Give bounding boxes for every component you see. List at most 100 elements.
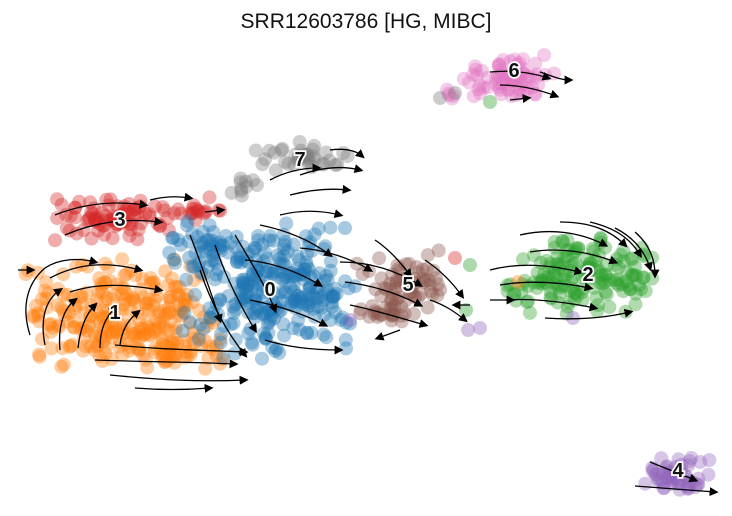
cell-point-cluster-2 [635,240,649,255]
cell-point-cluster-3 [50,211,65,226]
cell-point-cluster-2 [610,272,625,287]
cell-point-cluster-0 [239,281,254,296]
cell-point-cluster-0 [294,291,309,306]
cell-point-cluster-1 [177,292,192,306]
cell-point-cluster-1 [32,349,47,364]
cell-point-cluster-1 [77,306,92,321]
cell-point-cluster-5 [406,306,421,321]
cell-point-cluster-1 [54,359,69,374]
cell-point-cluster-6 [501,66,516,81]
cell-point-cluster-4 [660,470,675,485]
velocity-streamline [279,209,344,219]
cell-point-cluster-1 [78,339,93,354]
cell-point-cluster-0 [165,231,180,246]
cell-point-cluster-0 [338,221,352,235]
cell-point-cluster-4 [665,471,680,485]
velocity-streamline [344,281,424,307]
cell-point-cluster-1 [88,329,103,344]
cell-point-cluster-0 [182,250,197,265]
velocity-streamline [489,264,584,276]
cell-point-cluster-0 [282,266,296,281]
cell-point-cluster-1 [63,339,78,353]
cell-point-cluster-0 [266,233,281,248]
cell-point-cluster-1 [31,308,46,323]
cell-point-cluster-0 [291,288,306,303]
cell-point-cluster-1 [69,259,84,274]
velocity-streamline [77,302,98,349]
cell-point-cluster-3 [87,211,102,226]
cell-point-cluster-1 [87,343,102,358]
cell-point-cluster-1 [177,350,192,365]
cell-point-cluster-3 [97,218,112,233]
cell-point-cluster-1 [136,348,151,363]
cell-point-cluster-1 [136,290,151,305]
cell-point-cluster-0 [288,294,303,309]
cell-point-cluster-1 [165,271,179,286]
cell-point-cluster-6 [492,76,507,91]
cell-point-cluster-1 [140,360,155,375]
cell-point-cluster-1 [139,296,154,311]
cell-point-cluster-7 [319,145,333,160]
cell-point-cluster-1 [162,323,176,338]
cell-point-cluster-7 [448,86,462,100]
cell-point-cluster-2 [529,281,544,296]
cell-point-cluster-2 [618,304,633,319]
cell-point-cluster-0 [228,302,243,317]
cell-point-cluster-1 [162,346,177,361]
cell-point-cluster-1 [93,277,108,292]
cell-point-cluster-6 [445,91,460,106]
cell-point-cluster-0 [314,300,329,315]
cell-point-cluster-0 [283,296,298,311]
cell-point-cluster-1 [43,324,58,339]
cell-point-cluster-6 [492,57,507,72]
cell-point-cluster-7 [246,173,260,188]
cell-point-cluster-5 [383,307,398,322]
cell-point-cluster-3 [110,217,125,231]
cell-point-cluster-0 [316,293,331,308]
cell-point-cluster-3 [448,251,462,265]
cell-point-cluster-1 [166,335,181,350]
cell-point-cluster-2 [552,286,567,301]
cell-point-cluster-6 [473,78,488,93]
cell-point-cluster-1 [104,330,119,345]
cell-point-cluster-1 [174,308,189,323]
cell-point-cluster-2 [636,270,651,285]
cell-point-cluster-0 [254,306,269,321]
cell-point-cluster-1 [101,260,116,275]
cell-point-cluster-0 [171,233,186,247]
cell-point-cluster-1 [183,344,198,359]
cell-point-cluster-3 [185,201,200,216]
cell-point-cluster-7 [291,152,305,167]
cell-point-cluster-0 [249,309,263,324]
cell-point-cluster-6 [509,73,524,88]
cell-point-cluster-0 [244,335,259,350]
cell-point-cluster-0 [183,315,198,329]
cell-point-cluster-0 [248,292,262,307]
cell-point-cluster-2 [625,267,640,282]
cell-point-cluster-3 [196,206,211,221]
cell-point-cluster-1 [116,316,131,331]
cell-point-cluster-5 [419,261,434,276]
cell-point-cluster-0 [212,241,227,256]
cell-point-cluster-0 [240,255,255,269]
cell-point-cluster-3 [120,204,135,219]
cell-point-cluster-7 [306,149,321,164]
cell-point-cluster-4 [665,473,680,488]
cell-point-cluster-0 [251,233,265,248]
cell-point-cluster-3 [84,231,99,246]
cell-point-cluster-4 [681,481,696,496]
cell-point-cluster-0 [240,277,255,292]
cell-point-cluster-5 [386,307,401,322]
cell-point-cluster-0 [179,272,194,287]
cell-point-cluster-4 [638,476,653,491]
cell-point-cluster-2 [523,305,537,320]
cell-point-cluster-1 [164,334,179,349]
cell-point-cluster-5 [385,267,399,282]
cell-point-cluster-1 [136,321,151,336]
cell-point-cluster-0 [328,305,343,320]
cell-point-cluster-3 [130,207,145,222]
cell-point-cluster-0 [265,267,280,282]
cell-point-cluster-7 [322,153,337,168]
cell-point-cluster-2 [623,282,638,297]
cell-point-cluster-2 [580,264,595,279]
